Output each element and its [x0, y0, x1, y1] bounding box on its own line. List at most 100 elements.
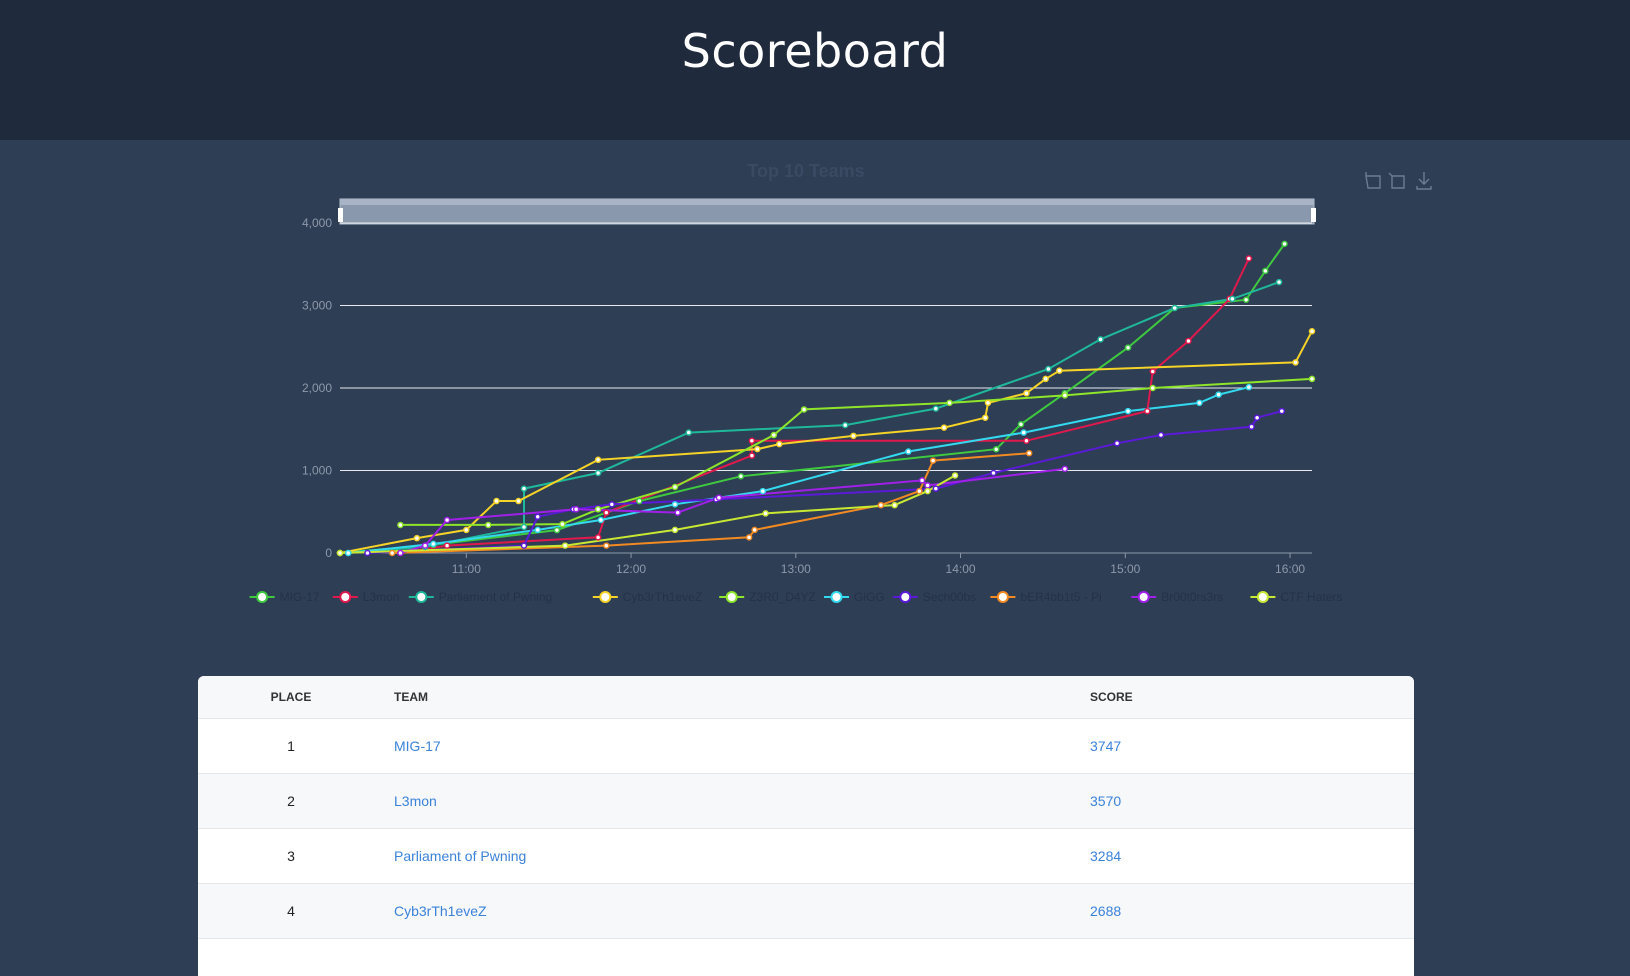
series-line: [400, 377, 1313, 526]
legend-label: Parliament of Pwning: [439, 590, 552, 604]
data-point: [1056, 367, 1063, 374]
place-cell: 1: [198, 718, 384, 774]
series-line: [339, 330, 1313, 554]
legend-label: CTF Haters: [1280, 590, 1342, 604]
data-point: [1215, 391, 1222, 398]
legend-item[interactable]: bER4bb1t5 - Pi: [990, 590, 1102, 604]
legend-marker: [996, 591, 1009, 603]
series-line: [339, 243, 1286, 554]
legend-item[interactable]: Br00t0rs3rs: [1131, 590, 1223, 604]
data-point: [916, 487, 923, 495]
legend-marker: [725, 591, 738, 603]
data-point: [594, 506, 602, 513]
data-zoom[interactable]: [338, 198, 1316, 225]
column-header: SCORE: [1089, 676, 1414, 719]
data-point: [1025, 449, 1033, 457]
y-tick-label: 3,000: [302, 299, 332, 313]
team-cell[interactable]: MIG-17: [384, 718, 1089, 774]
data-point: [572, 506, 580, 513]
data-point: [603, 509, 610, 516]
data-point: [520, 542, 528, 549]
data-point: [1242, 296, 1250, 303]
table-row: 4 Cyb3rTh1eveZ 2688: [198, 883, 1414, 939]
data-point: [929, 457, 937, 464]
data-point: [534, 513, 541, 520]
legend-item[interactable]: L3mon: [332, 590, 400, 604]
legend-marker: [1256, 591, 1269, 603]
score-cell: 3570: [1089, 773, 1414, 829]
data-point: [1229, 295, 1236, 303]
legend-item[interactable]: Parliament of Pwning: [408, 590, 552, 604]
data-point: [1171, 304, 1178, 312]
data-point: [515, 497, 522, 505]
data-point: [1023, 389, 1030, 397]
series-line: [348, 281, 1280, 554]
legend-label: Br00t0rs3rs: [1161, 590, 1223, 604]
data-point: [1023, 437, 1030, 445]
restore-icon[interactable]: [1388, 172, 1405, 189]
data-point: [1308, 375, 1316, 383]
team-cell[interactable]: L3mon: [384, 773, 1089, 829]
data-point: [388, 549, 396, 557]
data-point: [1245, 255, 1253, 262]
page-title: Scoreboard: [681, 24, 949, 78]
zoom-handle[interactable]: [1311, 208, 1316, 222]
data-point: [594, 456, 602, 464]
data-point: [748, 437, 756, 445]
chart: Top 10 Teams 0 1,000 2,000 3,000 4,000 11:00 1…: [249, 161, 1432, 604]
data-point: [397, 521, 404, 529]
data-point: [430, 540, 437, 548]
data-point: [891, 501, 898, 509]
data-point: [1308, 327, 1316, 335]
download-icon[interactable]: [1416, 172, 1432, 190]
score-cell: 3747: [1089, 718, 1414, 774]
data-point: [1248, 423, 1255, 431]
data-point: [984, 399, 992, 407]
team-cell[interactable]: Parliament of Pwning: [384, 828, 1089, 884]
legend-label: L3mon: [363, 590, 400, 604]
toolbox[interactable]: [1365, 172, 1432, 190]
y-tick-label: 1,000: [302, 464, 332, 478]
data-point: [1097, 336, 1104, 343]
y-tick-label: 4,000: [302, 216, 332, 230]
legend-item[interactable]: GiGG: [824, 590, 885, 604]
data-point: [1275, 278, 1283, 286]
data-point: [520, 485, 528, 492]
data-point: [990, 469, 997, 477]
data-point: [1124, 407, 1132, 415]
data-point: [715, 494, 723, 501]
x-tick-label: 12:00: [616, 562, 646, 576]
data-point: [1281, 240, 1288, 248]
zoom-bar[interactable]: [340, 199, 1314, 205]
legend-marker: [339, 591, 352, 603]
legend-item[interactable]: MIG-17: [249, 590, 320, 604]
data-point: [520, 523, 528, 531]
data-point: [1149, 384, 1156, 392]
zoom-icon[interactable]: [1365, 172, 1381, 189]
y-tick-label: 0: [325, 546, 332, 560]
data-point: [751, 526, 758, 534]
zoom-handle[interactable]: [338, 208, 343, 222]
data-point: [336, 549, 344, 557]
data-point: [940, 424, 948, 431]
legend-item[interactable]: Sech00bs: [892, 590, 976, 604]
x-tick-label: 13:00: [781, 562, 811, 576]
data-point: [850, 432, 857, 440]
legend-item[interactable]: Cyb3rTh1eveZ: [592, 590, 702, 604]
y-tick-label: 2,000: [302, 381, 332, 395]
table-row: 3 Parliament of Pwning 3284: [198, 828, 1414, 884]
data-point: [932, 405, 940, 412]
data-point: [1245, 383, 1253, 391]
data-point: [608, 501, 616, 508]
data-point: [1061, 392, 1069, 399]
team-cell[interactable]: Cyb3rTh1eveZ: [384, 883, 1089, 939]
legend-item[interactable]: Z3R0_D4YZ: [719, 590, 816, 604]
data-point: [737, 473, 745, 480]
data-point: [671, 483, 679, 491]
legend-item[interactable]: CTF Haters: [1250, 590, 1342, 604]
data-point: [754, 445, 761, 453]
data-point: [1020, 429, 1027, 436]
series-line: [392, 452, 1030, 554]
series-line: [400, 467, 1066, 554]
data-point: [485, 521, 492, 529]
